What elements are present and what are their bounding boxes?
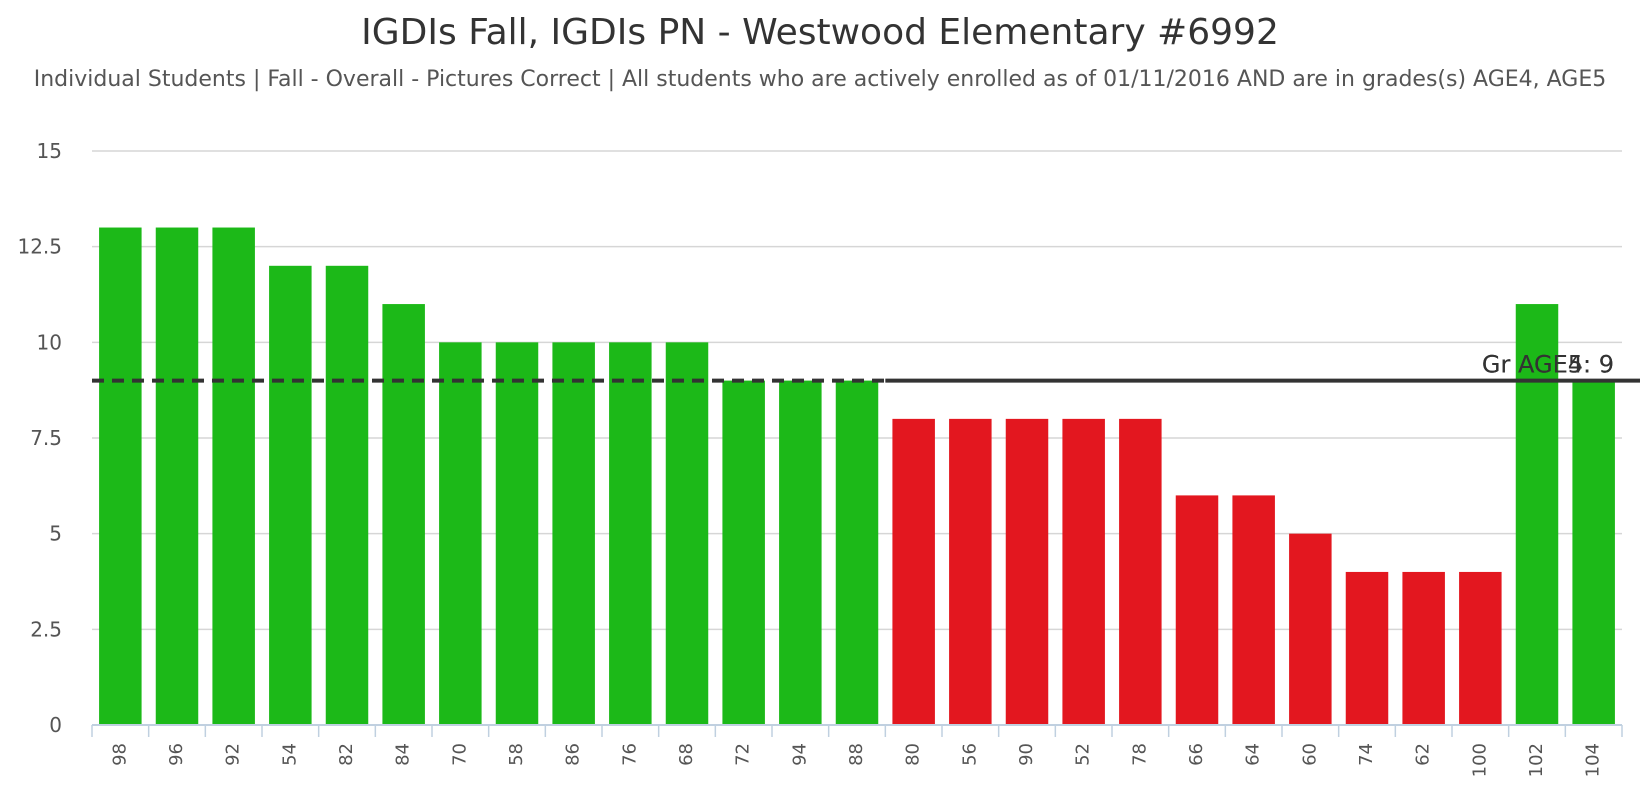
bar[interactable]: [439, 342, 482, 725]
bar[interactable]: [1232, 495, 1275, 725]
x-tick-label: 96: [166, 743, 187, 766]
bar[interactable]: [1289, 533, 1332, 725]
benchmark-lines: Gr AGE4: 9Gr AGE5: 9: [92, 351, 1640, 383]
bar[interactable]: [99, 227, 142, 726]
y-axis-ticks: 0 2.5 5 7.5 10 12.5 15: [17, 139, 62, 737]
x-tick-label: 64: [1243, 743, 1264, 766]
x-tick-label: 98: [109, 743, 130, 766]
bar[interactable]: [835, 380, 879, 725]
x-tick-label: 74: [1356, 743, 1377, 766]
bar[interactable]: [1572, 380, 1615, 725]
benchmark-label: Gr AGE4: 9: [1482, 351, 1614, 379]
x-tick-label: 52: [1073, 743, 1094, 766]
bar[interactable]: [1402, 571, 1445, 725]
bar[interactable]: [665, 342, 709, 725]
bar[interactable]: [1459, 571, 1502, 725]
x-tick-label: 76: [619, 743, 640, 766]
x-tick-label: 86: [563, 743, 584, 766]
benchmark-label: Gr AGE5: 9: [1482, 351, 1614, 379]
x-tick-label: 82: [336, 743, 357, 766]
y-tick-label: 12.5: [17, 235, 62, 259]
x-tick-label: 62: [1413, 743, 1434, 766]
bar[interactable]: [552, 342, 595, 725]
bar[interactable]: [1005, 418, 1049, 725]
x-tick-label: 70: [449, 743, 470, 766]
bar[interactable]: [269, 265, 312, 725]
y-tick-label: 2.5: [30, 617, 62, 641]
bar[interactable]: [1119, 418, 1162, 725]
x-tick-label: 102: [1526, 743, 1547, 777]
x-tick-label: 100: [1469, 743, 1490, 777]
x-tick-label: 56: [959, 743, 980, 766]
bar[interactable]: [382, 304, 425, 725]
y-tick-label: 0: [49, 713, 62, 737]
x-tick-label: 78: [1129, 743, 1150, 766]
bar[interactable]: [1062, 418, 1105, 725]
bar[interactable]: [212, 227, 255, 726]
bars: [99, 227, 1615, 726]
x-tick-label: 84: [393, 743, 414, 766]
bar[interactable]: [609, 342, 652, 725]
x-tick-label: 104: [1583, 743, 1604, 777]
bar[interactable]: [155, 227, 199, 726]
bar[interactable]: [722, 380, 765, 725]
bar[interactable]: [779, 380, 822, 725]
y-tick-label: 7.5: [30, 426, 62, 450]
bar[interactable]: [892, 418, 935, 725]
bar[interactable]: [1175, 495, 1219, 725]
bar[interactable]: [1515, 304, 1559, 725]
bar[interactable]: [949, 418, 992, 725]
chart-subtitle: Individual Students | Fall - Overall - P…: [33, 67, 1607, 92]
x-tick-label: 68: [676, 743, 697, 766]
x-tick-label: 66: [1186, 743, 1207, 766]
bar[interactable]: [325, 265, 369, 725]
x-tick-label: 58: [506, 743, 527, 766]
bar[interactable]: [1345, 571, 1389, 725]
y-tick-label: 10: [37, 330, 62, 354]
x-tick-label: 88: [846, 743, 867, 766]
x-tick-label: 60: [1299, 743, 1320, 766]
y-tick-label: 5: [49, 522, 62, 546]
x-tick-label: 90: [1016, 743, 1037, 766]
x-tick-label: 54: [279, 743, 300, 766]
x-tick-label: 72: [733, 743, 754, 766]
x-tick-label: 92: [223, 743, 244, 766]
x-tick-label: 94: [789, 743, 810, 766]
bar[interactable]: [495, 342, 539, 725]
x-axis: 98 96 92 54 82 84 70 58 86 76 68 72 94 88 80 56 90 52 78 66…: [91, 724, 1623, 777]
chart-title: IGDIs Fall, IGDIs PN - Westwood Elementa…: [361, 12, 1279, 53]
y-tick-label: 15: [37, 139, 62, 163]
x-tick-label: 80: [903, 743, 924, 766]
